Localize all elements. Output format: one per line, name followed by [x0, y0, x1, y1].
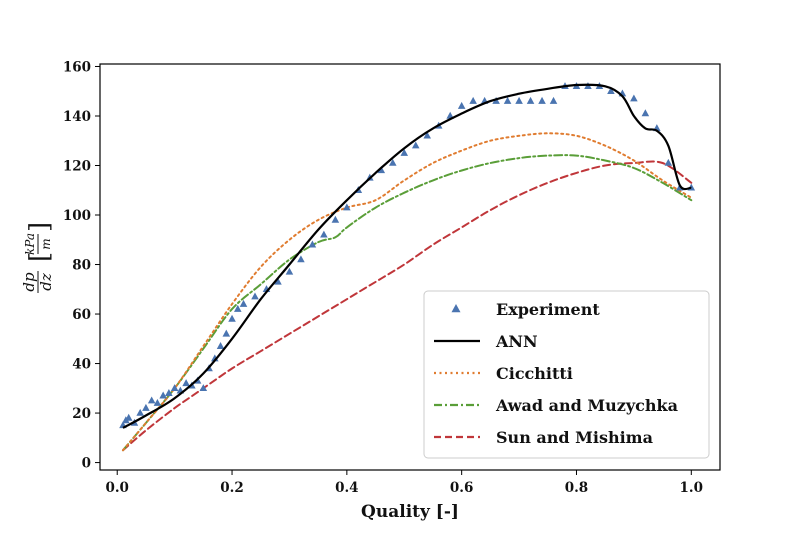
y-axis-title: dp dz [ kPa m ]: [20, 222, 55, 293]
plot-frame: [99, 63, 721, 471]
series-line-ann: [122, 83, 692, 429]
experiment-point: [159, 391, 167, 399]
experiment-point: [233, 304, 242, 312]
experiment-point: [607, 87, 615, 94]
experiment-point: [526, 96, 535, 104]
series-line-awad-and-muzychka: [122, 154, 693, 452]
y-axis-title-numerator: dp: [20, 272, 38, 292]
experiment-point: [222, 329, 231, 337]
experiment-point: [216, 342, 225, 349]
experiment-point: [457, 101, 466, 109]
x-axis-ticks: 0.0 0.2 0.4 0.6 0.8 1.0: [105, 470, 703, 496]
series-layer: [119, 82, 696, 452]
legend: Experiment ANN Cicchitti Awad and Muzychka S…: [423, 290, 710, 459]
y-tick-label: 60: [72, 307, 91, 323]
experiment-point: [136, 408, 144, 416]
experiment-point: [549, 96, 558, 104]
experiment-point: [515, 96, 523, 104]
y-tick-label: 120: [63, 159, 91, 175]
experiment-point: [165, 389, 173, 396]
experiment-point: [343, 203, 351, 211]
experiment-point: [469, 96, 477, 104]
experiment-point: [308, 240, 317, 248]
y-tick-label: 100: [63, 208, 91, 224]
y-tick-label: 40: [72, 357, 91, 373]
y-tick-label: 140: [63, 109, 91, 125]
x-tick-label: 0.8: [565, 480, 589, 496]
experiment-point: [377, 166, 386, 174]
experiment-point: [124, 413, 133, 421]
experiment-point: [320, 230, 328, 238]
experiment-point: [400, 148, 409, 156]
experiment-point: [630, 94, 638, 102]
experiment-point: [538, 96, 546, 104]
legend-marker-experiment: [451, 304, 461, 313]
series-line-sun-and-mishima: [122, 160, 693, 452]
y-tick-label: 80: [72, 258, 91, 274]
experiment-point: [147, 396, 156, 404]
x-tick-label: 0.6: [450, 480, 474, 496]
experiment-point: [170, 384, 179, 392]
experiment-point: [331, 215, 340, 223]
experiment-point: [411, 141, 420, 149]
experiment-point: [388, 158, 397, 166]
y-tick-label: 20: [72, 406, 91, 422]
y-axis-title-unit-numerator: kPa: [23, 233, 37, 255]
experiment-point: [423, 131, 432, 139]
experiment-point: [274, 277, 282, 285]
legend-label-sun-and-mishima: Sun and Mishima: [496, 428, 653, 447]
experiment-point: [199, 384, 208, 392]
x-tick-label: 0.0: [105, 480, 129, 496]
experiment-point: [641, 109, 650, 117]
y-axis-ticks: 0 20 40 60 80 100 120 140 160: [63, 59, 100, 472]
x-axis-title: Quality [-]: [361, 502, 459, 522]
experiment-point: [664, 158, 673, 166]
legend-label-ann: ANN: [495, 332, 538, 351]
experiment-point: [503, 96, 512, 104]
y-axis-title-denominator: dz: [37, 273, 55, 291]
experiment-point: [142, 403, 150, 411]
experiment-point: [251, 292, 259, 300]
x-tick-label: 0.4: [335, 480, 359, 496]
x-tick-label: 1.0: [680, 480, 704, 496]
experiment-point: [285, 267, 294, 275]
legend-box: [423, 290, 710, 459]
y-axis-title-unit-denominator: m: [39, 238, 53, 249]
y-tick-label: 0: [82, 456, 91, 472]
experiment-point: [239, 299, 248, 307]
experiment-point: [182, 379, 190, 387]
experiment-point: [153, 398, 162, 406]
legend-label-awad-and-muzychka: Awad and Muzychka: [495, 396, 678, 415]
legend-label-experiment: Experiment: [496, 300, 600, 319]
legend-label-cicchitti: Cicchitti: [496, 364, 573, 383]
y-axis-title-bracket-left: [: [25, 252, 55, 262]
y-tick-label: 160: [63, 59, 91, 75]
experiment-point: [297, 255, 305, 263]
y-axis-title-bracket-right: ]: [25, 222, 55, 232]
x-tick-label: 0.2: [220, 480, 244, 496]
experiment-point: [228, 314, 236, 322]
